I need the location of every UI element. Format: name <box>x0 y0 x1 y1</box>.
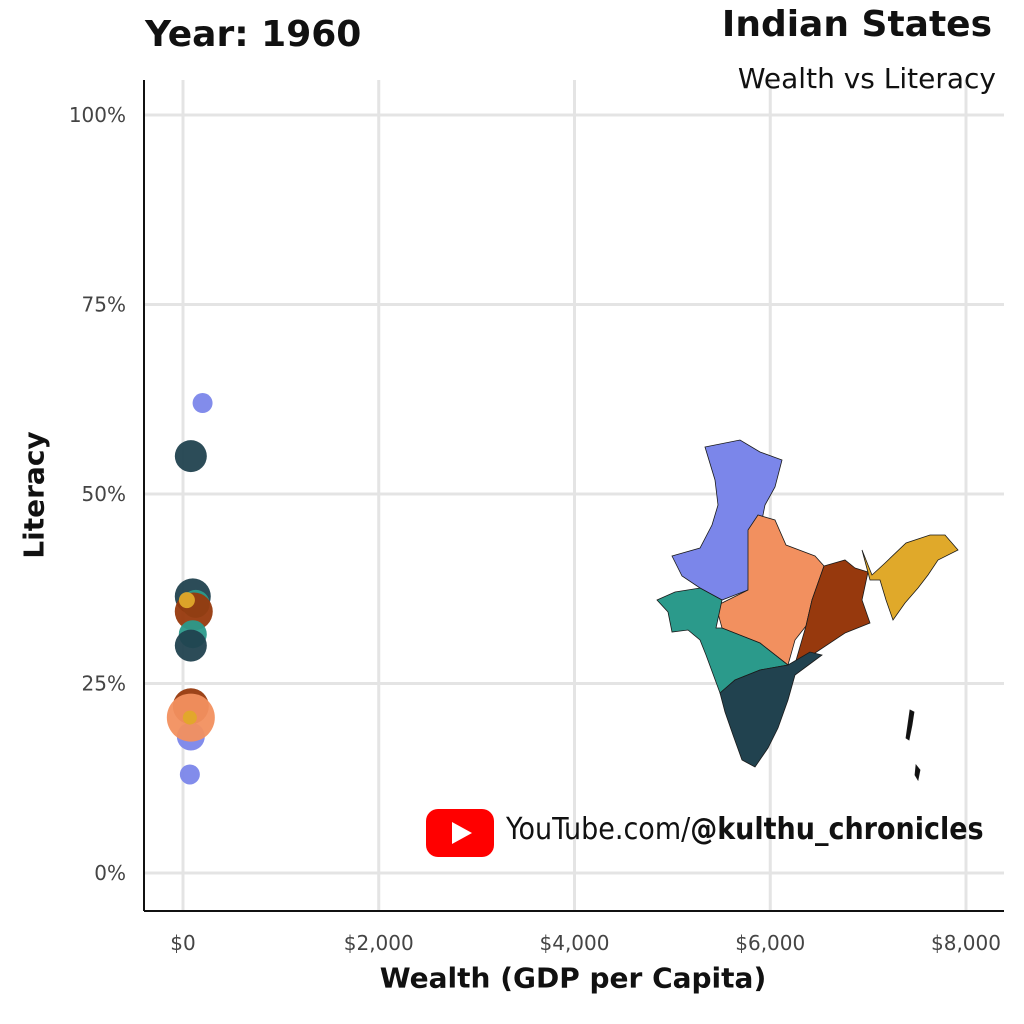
y-tick-label: 0% <box>94 861 126 885</box>
youtube-url-prefix: YouTube.com/ <box>506 812 691 847</box>
data-points <box>166 393 215 785</box>
year-label: Year: 1960 <box>145 14 362 55</box>
data-point <box>182 710 197 725</box>
map-region-south <box>719 651 823 768</box>
y-tick-label: 100% <box>69 103 126 127</box>
map-region-northeast <box>861 534 959 621</box>
y-axis-label: Literacy <box>17 431 51 559</box>
x-tick-label: $2,000 <box>344 931 414 955</box>
chart-title: Indian States <box>721 4 992 45</box>
y-tick-label: 50% <box>82 482 126 506</box>
x-tick-label: $8,000 <box>931 931 1001 955</box>
chart-subtitle: Wealth vs Literacy <box>737 62 996 95</box>
x-tick-label: $0 <box>170 931 195 955</box>
india-map-icon <box>656 439 959 782</box>
youtube-handle: @kulthu_chronicles <box>690 812 984 847</box>
data-point <box>174 629 207 662</box>
x-tick-label: $4,000 <box>540 931 610 955</box>
x-tick-label: $6,000 <box>735 931 805 955</box>
y-tick-label: 75% <box>82 293 126 317</box>
map-region-north <box>671 439 783 601</box>
data-point <box>192 393 213 414</box>
grid-lines <box>144 80 1004 911</box>
youtube-watermark[interactable]: YouTube.com/@kulthu_chronicles <box>506 812 984 847</box>
data-point <box>179 764 200 785</box>
x-axis-label: Wealth (GDP per Capita) <box>379 961 767 995</box>
data-point <box>174 440 207 473</box>
youtube-play-icon <box>426 809 494 857</box>
data-point <box>178 592 195 609</box>
axes <box>143 80 1004 912</box>
y-tick-label: 25% <box>82 672 126 696</box>
tick-labels: $0 $2,000 $4,000 $6,000 $8,000 0% 25% 50% 75% 100… <box>69 103 1001 955</box>
map-islands <box>905 709 921 782</box>
map-region-east <box>794 559 871 665</box>
